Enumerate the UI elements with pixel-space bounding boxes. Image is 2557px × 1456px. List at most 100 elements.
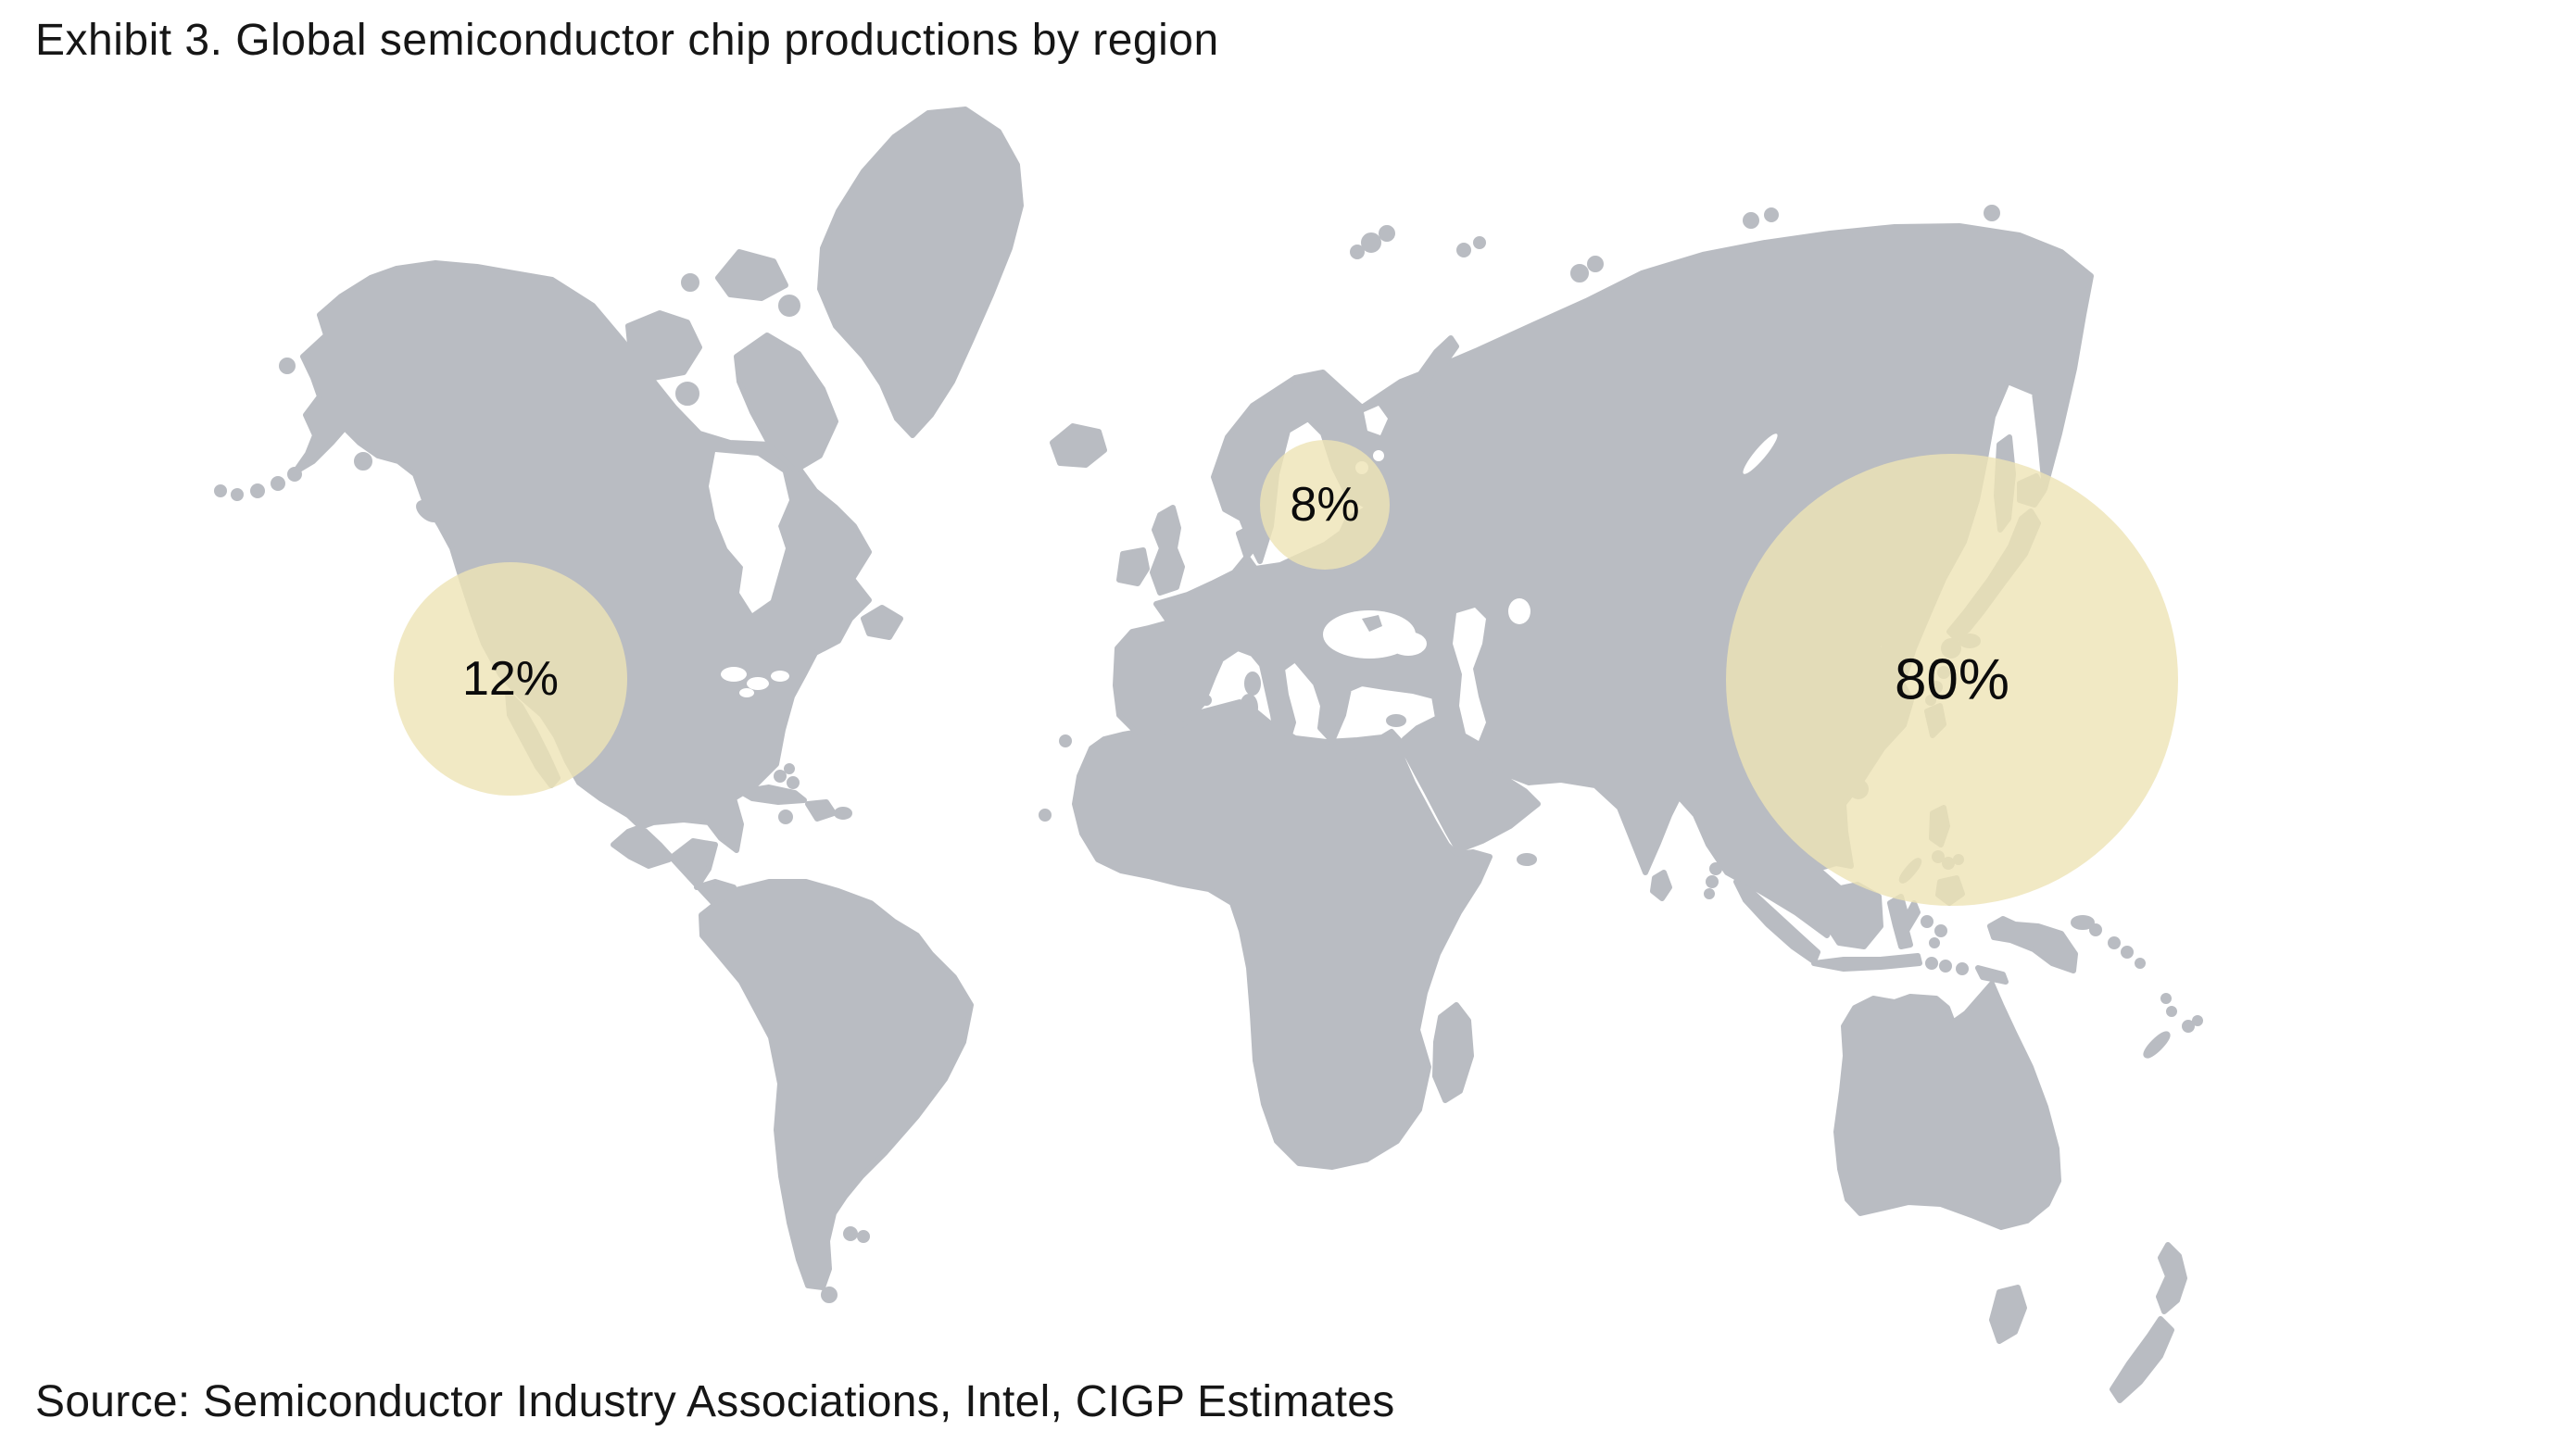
canary-islands (1059, 734, 1072, 747)
solomon-islands (2108, 936, 2121, 949)
sicily (1255, 723, 1284, 744)
severnaya-zemlya (1587, 256, 1604, 272)
tasmania (1989, 1285, 2027, 1344)
aleutian-island (231, 488, 244, 501)
jamaica (778, 810, 793, 824)
great-lake (721, 667, 747, 682)
moluccas (1921, 915, 1933, 928)
solomon-islands (2135, 958, 2146, 969)
moluccas (1934, 924, 1947, 937)
sulawesi (1887, 894, 1921, 949)
fiji (2182, 1020, 2195, 1033)
arctic-island (681, 273, 699, 292)
black-sea-east (1390, 632, 1427, 656)
arctic-islands (625, 310, 702, 381)
inland-seas (709, 406, 1778, 741)
bismarck-islands (2089, 923, 2102, 936)
cuba (738, 784, 807, 805)
timor (1975, 965, 2009, 985)
tierra-del-fuego (821, 1287, 838, 1303)
australia (1833, 981, 2061, 1230)
moluccas (1929, 937, 1940, 948)
crimea (1362, 615, 1382, 632)
borneo (1822, 882, 1883, 949)
production-bubbles: 12% 8% 80% (394, 440, 2178, 906)
fiji (2192, 1015, 2203, 1026)
vanuatu (2160, 993, 2172, 1004)
new-siberian-islands (1764, 207, 1779, 222)
south-america (699, 879, 974, 1290)
sri-lanka (1650, 870, 1672, 901)
severnaya-zemlya (1570, 264, 1589, 282)
sumatra (1733, 879, 1820, 964)
source-caption: Source: Semiconductor Industry Associati… (35, 1377, 1395, 1426)
aleutian-island (214, 484, 227, 497)
bubble-label-europe: 8% (1290, 478, 1359, 532)
balearic-islands (1201, 695, 1212, 706)
solomon-islands (2121, 946, 2134, 959)
aleutian-island (287, 467, 302, 482)
cyprus (1386, 714, 1406, 727)
new-siberian-islands (1743, 212, 1759, 229)
sardinia (1240, 694, 1258, 722)
andaman-islands (1704, 888, 1715, 899)
arctic-island (675, 382, 699, 406)
andaman-islands (1706, 875, 1719, 888)
bubble-europe (1260, 440, 1390, 570)
page-title: Exhibit 3. Global semiconductor chip pro… (35, 16, 1219, 65)
svalbard (1350, 245, 1365, 259)
bahamas (787, 776, 800, 789)
newfoundland (861, 605, 903, 640)
caspian-sea (1453, 608, 1486, 741)
java (1811, 953, 1922, 972)
new-caledonia (2143, 1031, 2171, 1059)
new-zealand-north (2156, 1242, 2187, 1314)
balearic-islands (1189, 697, 1202, 710)
great-lake (739, 688, 754, 697)
white-sea (1364, 406, 1388, 435)
vanuatu (2166, 1006, 2177, 1017)
arctic-islands (734, 333, 838, 473)
africa (1072, 699, 1493, 1170)
falkland-islands (857, 1230, 870, 1243)
lesser-sunda (1956, 962, 1969, 975)
madagascar (1432, 1002, 1474, 1103)
bismarck-islands (2071, 915, 2095, 930)
lesser-sunda (1939, 960, 1952, 973)
aleutian-island (354, 452, 372, 471)
svalbard (1361, 232, 1381, 253)
hispaniola (805, 799, 837, 822)
svalbard (1379, 225, 1395, 242)
aleutian-island (279, 358, 296, 374)
falkland-islands (843, 1226, 858, 1241)
ireland (1116, 547, 1150, 586)
lake-onega (1373, 450, 1384, 461)
great-lake (771, 671, 789, 682)
hudson-bay (709, 452, 789, 613)
bubble-label-north-america: 12% (462, 652, 559, 706)
novaya-zemlya (1398, 335, 1459, 421)
bubble-north-america (394, 562, 627, 796)
crete (1326, 747, 1357, 762)
arctic-islands (715, 249, 788, 301)
new-guinea (1987, 916, 2078, 973)
lesser-sunda (1925, 957, 1938, 970)
wrangel-island (1984, 205, 2000, 221)
bubble-label-asia: 80% (1895, 648, 2009, 712)
aleutian-island (271, 476, 285, 491)
aral-sea (1508, 598, 1530, 624)
vancouver-island (416, 500, 440, 522)
andaman-islands (1709, 862, 1722, 875)
puerto-rico (834, 807, 852, 820)
franz-josef-land (1473, 236, 1486, 249)
socotra (1517, 853, 1537, 866)
aleutian-island (250, 483, 265, 498)
cape-verde (1039, 809, 1052, 822)
corsica (1244, 672, 1261, 696)
lake-baikal (1743, 433, 1778, 474)
great-britain (1150, 505, 1185, 596)
bahamas (784, 763, 795, 774)
